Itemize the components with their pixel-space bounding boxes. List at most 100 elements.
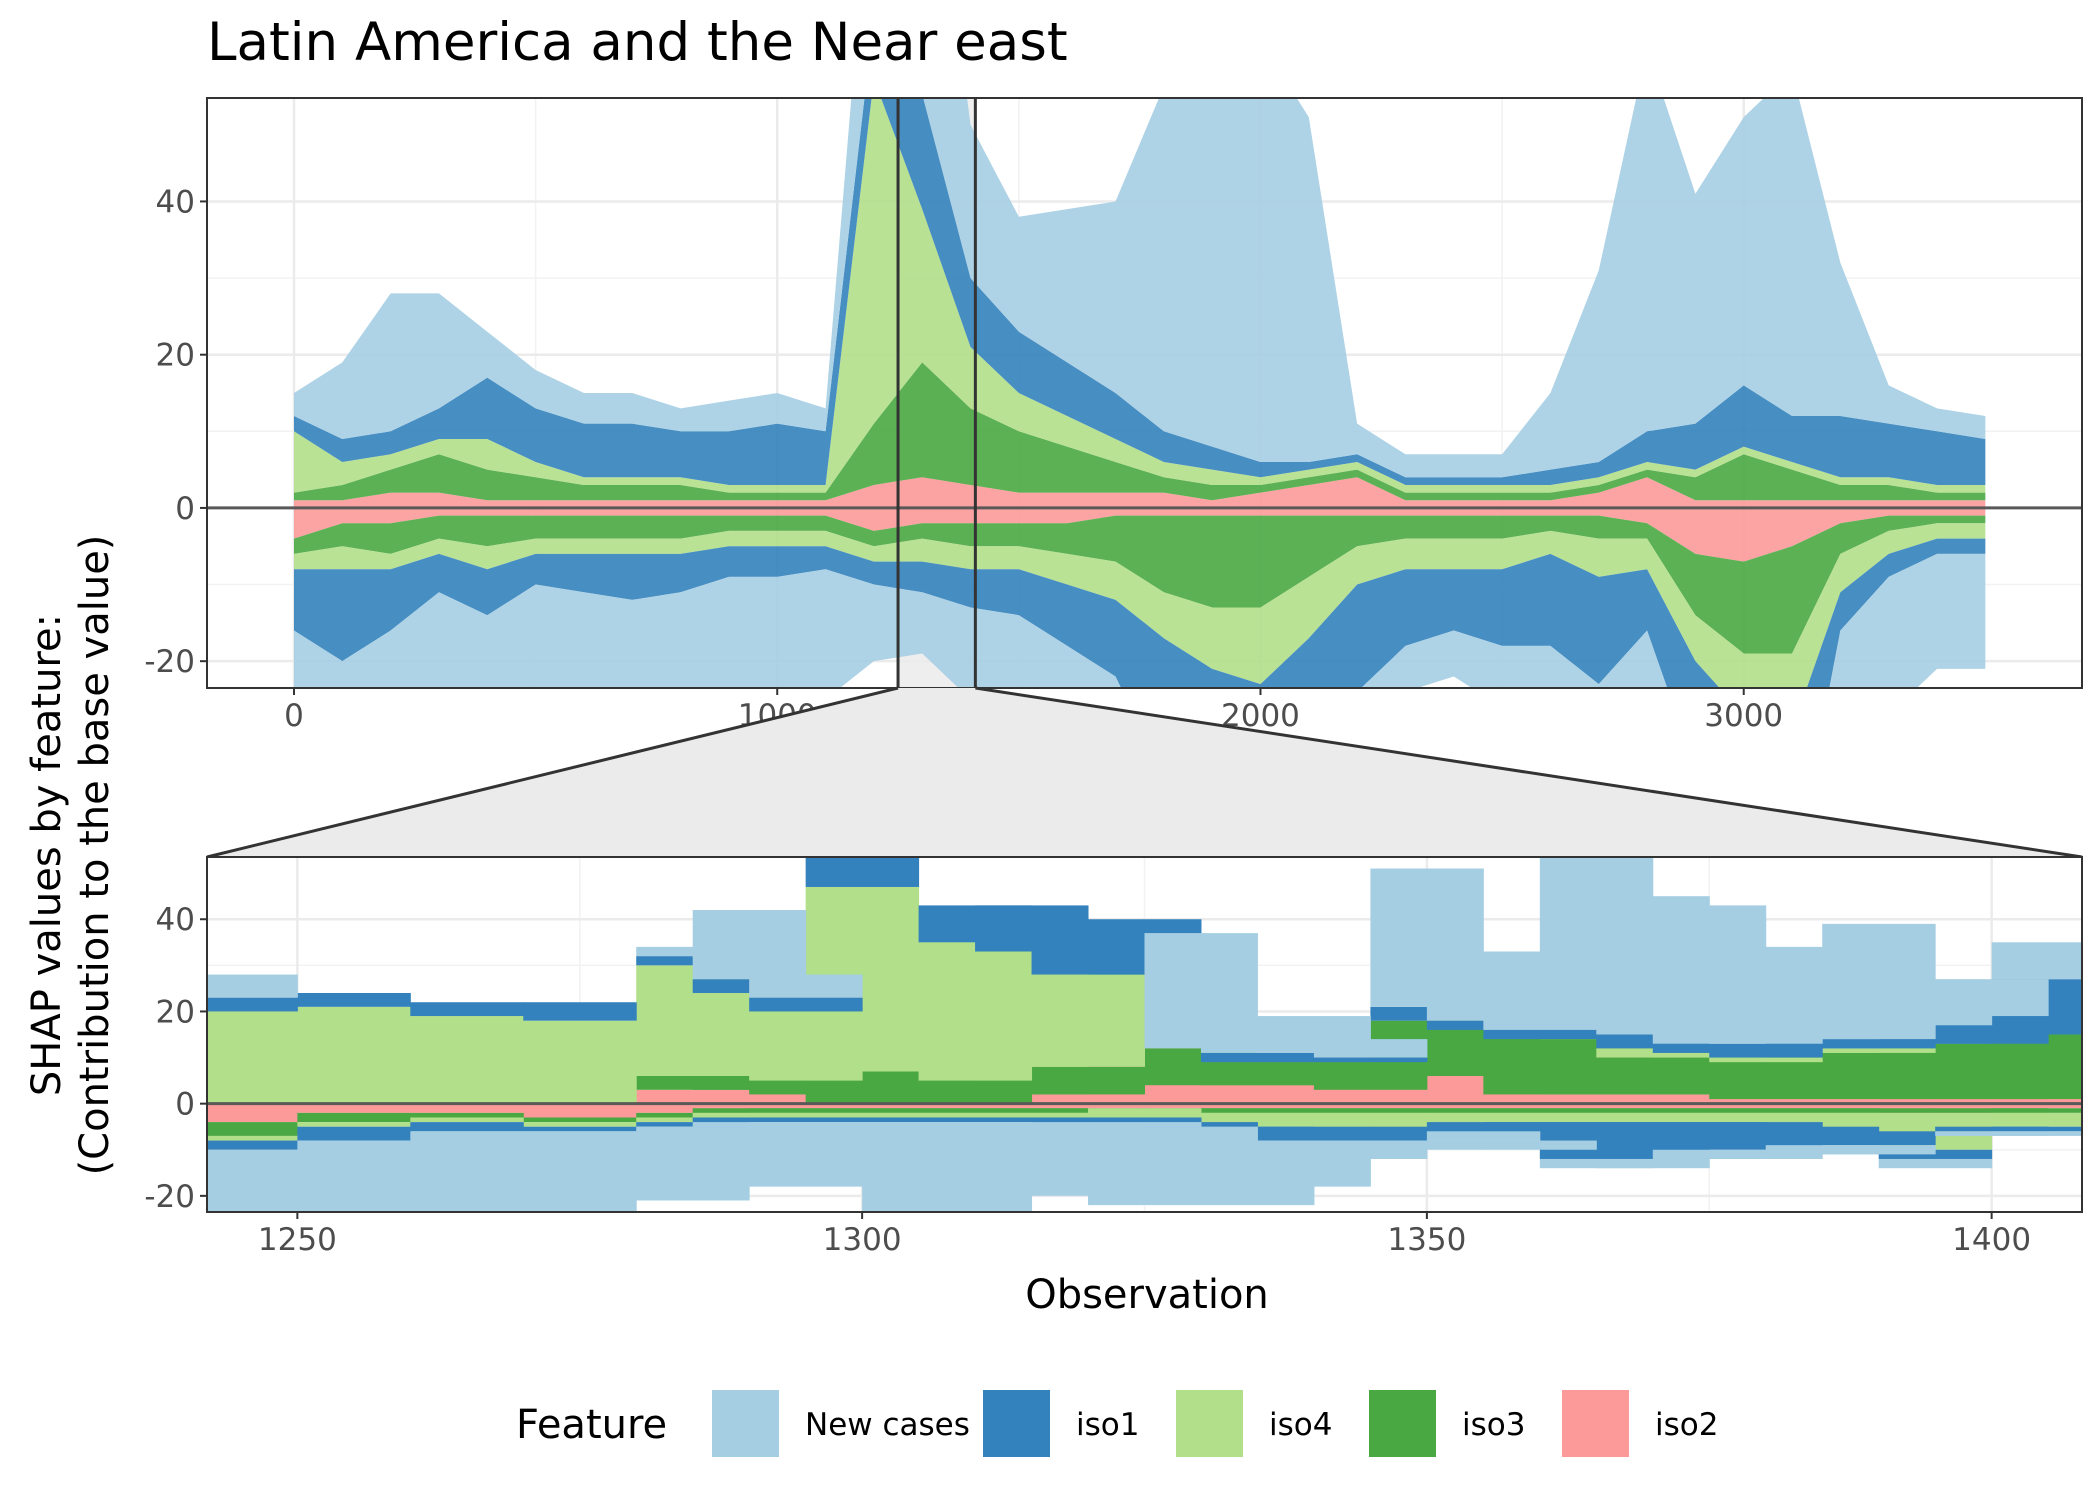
zoom-bar-new-cases — [749, 974, 863, 998]
legend-label-iso4: iso4 — [1269, 1407, 1332, 1443]
overview-area-neg-iso3 — [293, 515, 1986, 654]
zoom-y-tick-label: 20 — [156, 994, 195, 1030]
zoom-bar-iso2 — [410, 1103, 524, 1113]
zoom-bar-iso1 — [805, 857, 920, 887]
zoom-bar-new-cases — [207, 1149, 298, 1212]
zoom-bar-iso1 — [523, 1002, 637, 1021]
zoom-bar-new-cases — [1878, 1158, 1993, 1169]
zoom-bar-iso3 — [1991, 1108, 2082, 1113]
zoom-bar-iso1 — [1200, 1052, 1315, 1063]
overview-series — [293, 98, 1986, 688]
zoom-bar-iso4 — [297, 1122, 411, 1127]
zoom-bar-iso4 — [1822, 1048, 1936, 1053]
zoom-bar-iso1 — [1088, 1117, 1202, 1123]
zoom-bar-iso3 — [1031, 1066, 1145, 1095]
zoom-bar-iso4 — [207, 1011, 298, 1104]
zoom-bar-new-cases — [1991, 1131, 2082, 1136]
zoom-bar-new-cases — [692, 910, 807, 980]
legend-key-iso2 — [1562, 1390, 1629, 1457]
overview-area-pos-new-cases — [293, 98, 1986, 478]
zoom-connector — [206, 686, 2083, 859]
zoom-bars — [207, 857, 2082, 1212]
legend: Feature New cases iso1 iso4 iso3 iso2 — [516, 1390, 1718, 1457]
zoom-bar-new-cases — [523, 1131, 637, 1212]
zoom-bar-iso2 — [1991, 1103, 2082, 1109]
zoom-x-tick-label: 1300 — [823, 1222, 902, 1258]
zoom-bar-iso2 — [523, 1103, 637, 1118]
zoom-bar-iso2 — [297, 1103, 411, 1113]
legend-key-iso3 — [1369, 1390, 1436, 1457]
overview-panel-border — [206, 97, 2083, 689]
zoom-bar-iso1 — [410, 1122, 524, 1132]
overview-area-neg-new-cases — [293, 553, 1986, 688]
zoom-bar-iso1 — [410, 1002, 524, 1017]
zoom-bar-new-cases — [1935, 979, 2049, 1017]
zoom-bar-iso3 — [523, 1117, 637, 1123]
zoom-y-tick-label: -20 — [144, 1179, 195, 1215]
zoom-bar-iso4 — [410, 1016, 524, 1104]
zoom-bar-iso2 — [207, 1103, 298, 1123]
zoom-bar-iso4 — [297, 1006, 411, 1104]
legend-title: Feature — [516, 1402, 667, 1448]
zoom-bar-iso4 — [207, 1135, 298, 1141]
x-axis-title: Observation — [1025, 1272, 1269, 1318]
zoom-bar-iso4 — [523, 1020, 637, 1104]
legend-label-iso3: iso3 — [1462, 1407, 1525, 1443]
zoom-bar-iso4 — [523, 1122, 637, 1127]
zoom-bar-new-cases — [297, 1140, 411, 1212]
zoom-x-tick-label: 1350 — [1387, 1222, 1466, 1258]
zoom-bar-new-cases — [1426, 1131, 1541, 1141]
zoom-bar-iso1 — [1991, 1126, 2082, 1132]
zoom-bar-iso3 — [297, 1112, 411, 1123]
zoom-bar-new-cases — [1144, 933, 1258, 1049]
overview-area-neg-iso1 — [293, 538, 1986, 688]
chart-title: Latin America and the Near east — [207, 12, 1068, 73]
zoom-bar-iso2 — [1991, 1099, 2082, 1104]
overview-area-pos-iso4 — [293, 98, 1986, 493]
zoom-bar-iso1 — [749, 997, 863, 1012]
zoom-ticks: -20 0 20 40 1250 1300 1350 1400 — [144, 902, 2031, 1258]
legend-key-iso1 — [983, 1390, 1050, 1457]
zoom-bar-iso4 — [1709, 1057, 1823, 1063]
zoom-bar-iso1 — [523, 1126, 637, 1132]
y-axis-title: SHAP values by feature: (Contribution to… — [24, 535, 118, 1176]
zoom-bar-iso1 — [297, 993, 411, 1007]
overview-y-tick-label: 40 — [156, 184, 195, 220]
zoom-bar-iso4 — [1031, 974, 1145, 1067]
zoom-bar-new-cases — [1596, 1158, 1710, 1169]
zoom-bar-iso3 — [410, 1112, 524, 1118]
zoom-bar-iso3 — [207, 1122, 298, 1136]
overview-area-neg-iso4 — [293, 523, 1986, 688]
zoom-connector-fill — [207, 688, 2082, 857]
zoom-bar-iso1 — [1822, 1131, 1936, 1146]
zoom-x-tick-label: 1400 — [1952, 1222, 2031, 1258]
zoom-connector-right — [975, 686, 2083, 859]
zoom-panel-border — [206, 856, 2083, 1213]
zoom-y-tick-label: 0 — [175, 1087, 195, 1123]
overview-y-tick-label: 0 — [175, 491, 195, 527]
zoom-bar-iso1 — [1483, 1029, 1597, 1040]
zoom-bar-iso4 — [410, 1117, 524, 1123]
zoom-bar-new-cases — [1370, 1140, 1484, 1150]
zoom-connector-left — [206, 686, 899, 859]
zoom-bar-new-cases — [1313, 1039, 1428, 1058]
legend-key-iso4 — [1176, 1390, 1243, 1457]
zoom-bar-new-cases — [1822, 1145, 1936, 1155]
zoom-bar-new-cases — [410, 1131, 524, 1212]
y-axis-title-line-1: SHAP values by feature: — [24, 614, 70, 1096]
overview-area-pos-iso3 — [293, 362, 1986, 501]
zoom-x-tick-label: 1250 — [258, 1222, 337, 1258]
legend-label-new-cases: New cases — [805, 1407, 970, 1443]
zoom-bar-new-cases — [207, 974, 298, 998]
zoom-bar-iso1 — [1313, 1057, 1428, 1063]
zoom-bar-iso3 — [1991, 1034, 2082, 1100]
zoom-bar-iso1 — [297, 1126, 411, 1141]
zoom-bar-iso4 — [1991, 1112, 2082, 1127]
overview-y-tick-label: -20 — [144, 644, 195, 680]
overview-area-neg-iso2 — [293, 507, 1986, 562]
zoom-y-tick-label: 40 — [156, 902, 195, 938]
legend-key-new-cases — [712, 1390, 779, 1457]
y-axis-title-line-2: (Contribution to the base value) — [72, 535, 118, 1176]
